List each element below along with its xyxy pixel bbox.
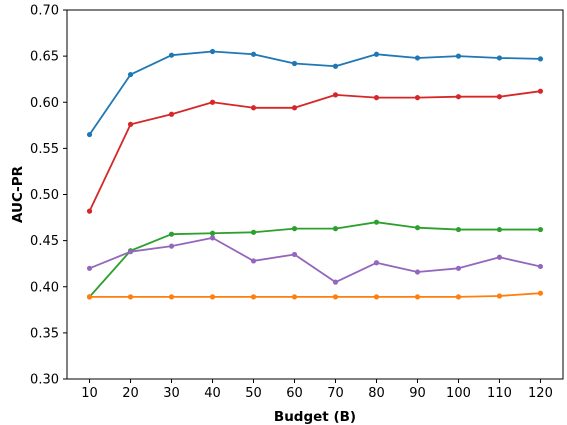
x-tick-label: 30 xyxy=(163,386,180,401)
data-point xyxy=(373,294,380,300)
x-axis-title: Budget (B) xyxy=(274,409,356,425)
data-point xyxy=(250,51,257,57)
data-point xyxy=(373,219,380,225)
data-point xyxy=(496,254,503,260)
data-point xyxy=(537,226,544,233)
data-point xyxy=(250,258,257,264)
y-tick-label: 0.35 xyxy=(30,326,59,341)
data-point xyxy=(168,231,175,237)
data-point xyxy=(86,131,93,138)
data-point xyxy=(291,60,298,67)
data-point xyxy=(414,95,421,101)
axis-layer: 10 20 30 40 50 60 70 80 90 100 110 120 0.30 0.35 0.40 0… xyxy=(30,4,553,402)
y-tick-label: 0.45 xyxy=(30,234,59,249)
data-point xyxy=(496,55,503,61)
data-point xyxy=(332,63,339,69)
x-tick-label: 90 xyxy=(409,386,426,401)
data-point xyxy=(373,260,380,266)
x-tick-label: 60 xyxy=(286,386,303,401)
y-axis-title: AUC-PR xyxy=(10,165,26,223)
data-point xyxy=(332,92,339,98)
data-point xyxy=(209,99,216,105)
x-tick-label: 20 xyxy=(122,386,139,401)
data-point xyxy=(291,251,298,258)
data-point xyxy=(291,294,298,300)
data-point xyxy=(455,226,462,233)
series-layer xyxy=(86,48,544,300)
data-point xyxy=(168,52,175,58)
y-tick-label: 0.50 xyxy=(30,188,59,203)
data-point xyxy=(127,71,134,78)
data-point xyxy=(127,294,134,300)
data-point xyxy=(332,279,339,285)
data-point xyxy=(537,88,544,94)
data-point xyxy=(496,226,503,233)
x-tick-label: 50 xyxy=(245,386,262,401)
data-point xyxy=(209,235,216,241)
series-2 xyxy=(86,88,544,214)
plot-frame xyxy=(66,9,564,380)
x-tick-label: 80 xyxy=(368,386,385,401)
data-point xyxy=(537,56,544,62)
y-tick-label: 0.30 xyxy=(30,373,59,388)
x-tick-label: 120 xyxy=(528,386,553,401)
data-point xyxy=(127,249,134,255)
data-point xyxy=(250,294,257,300)
data-point xyxy=(373,95,380,101)
data-point xyxy=(209,294,216,300)
data-point xyxy=(414,269,421,275)
data-point xyxy=(496,94,503,100)
x-tick-label: 100 xyxy=(446,386,471,401)
data-point xyxy=(496,293,503,299)
data-point xyxy=(250,105,257,111)
data-point xyxy=(86,294,93,300)
data-point xyxy=(332,294,339,300)
data-point xyxy=(209,48,216,55)
x-tick-label: 110 xyxy=(487,386,512,401)
data-point xyxy=(455,53,462,59)
data-point xyxy=(414,294,421,300)
y-tick-label: 0.65 xyxy=(30,50,59,65)
y-tick-label: 0.40 xyxy=(30,280,59,295)
data-point xyxy=(455,265,462,271)
series-line xyxy=(88,50,541,136)
series-line xyxy=(88,90,541,212)
series-4 xyxy=(86,235,544,285)
data-point xyxy=(250,229,257,235)
data-point xyxy=(86,208,93,214)
x-tick-label: 40 xyxy=(204,386,221,401)
data-point xyxy=(127,121,134,127)
y-tick-label: 0.70 xyxy=(30,4,59,19)
series-line xyxy=(89,236,541,284)
data-point xyxy=(168,294,175,300)
data-point xyxy=(86,265,93,271)
data-point xyxy=(455,294,462,300)
y-tick-label: 0.60 xyxy=(30,96,59,111)
series-line xyxy=(89,292,541,298)
series-1 xyxy=(86,48,544,138)
data-point xyxy=(537,290,544,296)
data-point xyxy=(455,94,462,100)
series-line xyxy=(88,221,541,298)
x-tick-label: 70 xyxy=(327,386,344,401)
data-point xyxy=(168,111,175,117)
data-point xyxy=(414,55,421,61)
data-point xyxy=(373,51,380,57)
y-tick-label: 0.55 xyxy=(30,142,59,157)
data-point xyxy=(537,263,544,270)
data-point xyxy=(209,230,216,236)
data-point xyxy=(291,226,298,232)
data-point xyxy=(168,243,175,249)
data-point xyxy=(332,226,339,232)
data-point xyxy=(291,105,298,111)
x-tick-label: 10 xyxy=(81,386,98,401)
series-5 xyxy=(86,290,544,300)
data-point xyxy=(414,225,421,231)
